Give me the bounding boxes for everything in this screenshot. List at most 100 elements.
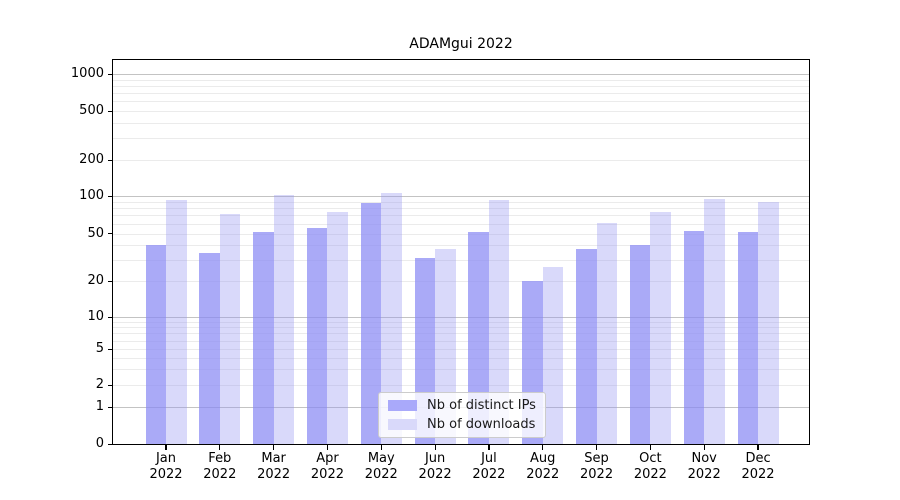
gridline [113, 111, 809, 112]
gridline [113, 196, 809, 197]
x-tick-mark [219, 445, 221, 450]
y-tick-mark [108, 110, 113, 112]
gridline [113, 223, 809, 225]
gridline [113, 74, 809, 75]
y-tick-mark [108, 443, 113, 445]
y-tick-label: 1000 [70, 66, 104, 81]
gridline [113, 201, 809, 203]
y-tick-label: 200 [79, 152, 104, 167]
bar-distinct-ips-dec [737, 232, 759, 444]
x-tick-mark [542, 445, 544, 450]
y-tick-mark [108, 195, 113, 197]
gridline [113, 385, 809, 386]
x-tick-label: May 2022 [364, 451, 398, 482]
legend-entry-downloads: Nb of downloads [388, 417, 536, 432]
gridline [113, 215, 809, 217]
y-tick-mark [108, 348, 113, 350]
gridline [113, 85, 809, 87]
legend-swatch-distinct-ips [388, 400, 417, 411]
gridline [113, 340, 809, 342]
x-tick-label: Jul 2022 [472, 451, 506, 482]
bar-distinct-ips-jan [145, 245, 166, 444]
gridline [113, 122, 809, 124]
x-tick-mark [273, 445, 275, 450]
y-tick-label: 2 [95, 377, 104, 392]
y-tick-mark [108, 233, 113, 235]
bar-downloads-nov [704, 199, 725, 444]
bar-downloads-jan [166, 199, 187, 444]
bar-downloads-mar [273, 194, 295, 444]
x-tick-mark [326, 445, 329, 450]
bar-distinct-ips-jul [468, 232, 489, 444]
y-tick-label: 10 [87, 309, 104, 324]
gridline [113, 333, 809, 335]
x-tick-mark [595, 445, 598, 450]
x-tick-label: Feb 2022 [203, 451, 237, 482]
bar-downloads-sep [596, 222, 618, 444]
bar-distinct-ips-may [360, 202, 382, 444]
bar-distinct-ips-sep [576, 249, 597, 444]
x-tick-mark [703, 445, 705, 450]
gridline [113, 349, 809, 350]
x-tick-mark [488, 445, 490, 450]
y-tick-mark [108, 316, 113, 318]
y-tick-mark [108, 280, 113, 282]
bar-downloads-oct [650, 212, 671, 444]
bar-downloads-apr [327, 212, 348, 444]
x-tick-label: Dec 2022 [741, 451, 775, 482]
x-tick-label: Nov 2022 [687, 451, 721, 482]
x-tick-label: Oct 2022 [633, 451, 667, 482]
legend-swatch-downloads [388, 419, 417, 430]
y-tick-label: 20 [87, 273, 104, 288]
y-tick-mark [108, 73, 113, 75]
bar-downloads-dec [758, 201, 779, 444]
chart-title: ADAMgui 2022 [409, 36, 513, 52]
y-tick-label: 50 [87, 225, 104, 241]
x-tick-mark [380, 445, 382, 450]
bar-downloads-may [381, 192, 402, 444]
bar-downloads-aug [542, 267, 564, 444]
y-tick-mark [108, 384, 113, 386]
gridline [113, 357, 809, 359]
grid-layer [113, 60, 809, 444]
gridline [113, 327, 809, 329]
y-tick-label: 500 [79, 103, 104, 118]
x-tick-mark [757, 445, 759, 450]
x-tick-label: Sep 2022 [580, 451, 614, 482]
legend: Nb of distinct IPs Nb of downloads [378, 392, 546, 438]
bar-distinct-ips-feb [199, 253, 220, 444]
legend-entry-distinct-ips: Nb of distinct IPs [388, 398, 536, 413]
gridline [113, 101, 809, 103]
bar-downloads-jul [488, 199, 510, 444]
gridline [113, 281, 809, 282]
x-tick-label: Mar 2022 [257, 451, 291, 482]
y-tick-label: 1 [95, 399, 104, 414]
x-tick-label: Jan 2022 [149, 451, 183, 482]
x-tick-label: Jun 2022 [418, 451, 452, 482]
bar-distinct-ips-oct [629, 245, 651, 444]
y-tick-label: 0 [95, 436, 104, 451]
y-tick-mark [108, 159, 113, 161]
gridline [113, 259, 809, 261]
gridline [113, 317, 809, 318]
y-tick-label: 100 [79, 188, 104, 203]
gridline [113, 160, 809, 161]
bar-distinct-ips-apr [306, 228, 328, 444]
bar-distinct-ips-mar [253, 232, 274, 444]
legend-label-downloads: Nb of downloads [427, 417, 536, 432]
gridline [113, 321, 809, 323]
gridline [113, 208, 809, 210]
gridline [113, 93, 809, 95]
gridline [113, 369, 809, 371]
gridline [113, 233, 809, 235]
x-tick-mark [434, 445, 436, 450]
y-tick-mark [108, 406, 113, 408]
x-tick-label: Apr 2022 [310, 451, 344, 482]
bar-downloads-feb [219, 213, 241, 444]
bar-distinct-ips-nov [683, 231, 705, 444]
x-tick-label: Aug 2022 [526, 451, 560, 482]
x-tick-mark [165, 445, 167, 450]
gridline [113, 79, 809, 81]
y-tick-label: 5 [95, 341, 104, 356]
